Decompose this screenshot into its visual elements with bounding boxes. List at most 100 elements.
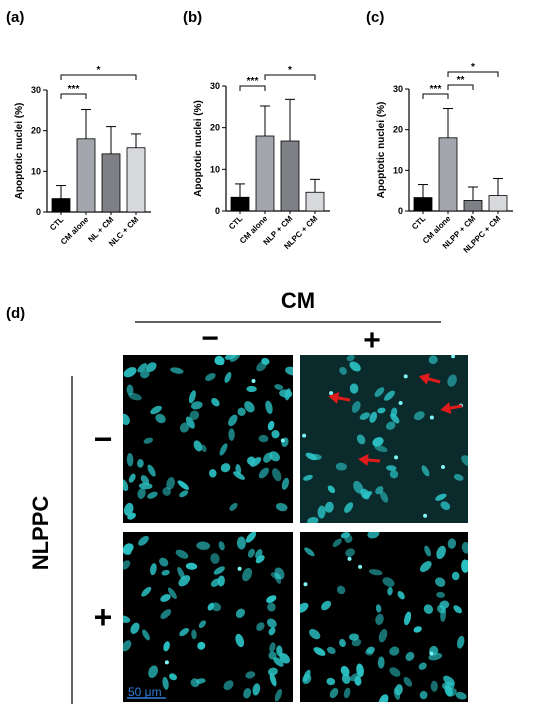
nucleus [189, 410, 200, 420]
nucleus [190, 401, 203, 410]
y-axis-title: Apoptotic nuclei (%) [14, 103, 25, 200]
bar [488, 195, 508, 212]
nucleus [307, 517, 319, 523]
nucleus [267, 602, 276, 612]
nucleus [185, 416, 195, 429]
nucleus [228, 414, 238, 427]
nucleus [268, 651, 277, 660]
nucleus [217, 575, 225, 587]
nucleus [160, 594, 171, 602]
nucleus [179, 422, 190, 433]
nucleus [245, 532, 257, 543]
nucleus [235, 633, 245, 648]
column-factor-label: CM [281, 288, 315, 313]
nucleus [150, 563, 157, 576]
nucleus [245, 671, 256, 679]
category-label: CTL [227, 214, 244, 231]
nucleus [279, 389, 293, 398]
nucleus [143, 437, 154, 444]
nucleus [343, 687, 351, 699]
nucleus [256, 622, 265, 631]
nucleus [255, 555, 265, 564]
y-tick-label: 0 [36, 207, 41, 217]
significance-bracket [264, 74, 316, 80]
nucleus [159, 557, 169, 567]
nucleus [211, 397, 220, 407]
nucleus [247, 548, 255, 558]
nucleus [224, 372, 232, 383]
nucleus [447, 538, 457, 549]
arrow-icon [418, 373, 441, 385]
significance-bracket [447, 71, 499, 77]
bar [51, 198, 71, 213]
nucleus [235, 608, 245, 618]
nucleus [300, 602, 309, 613]
nucleus [324, 501, 334, 513]
condensed-nucleus [237, 566, 242, 571]
nucleus [453, 605, 463, 614]
nucleus [378, 629, 388, 643]
significance-bracket [422, 93, 449, 99]
nucleus [233, 471, 245, 480]
nucleus [272, 468, 282, 482]
condensed-nucleus [251, 379, 256, 383]
nucleus [214, 355, 224, 365]
nucleus [374, 387, 385, 397]
nucleus [265, 400, 273, 414]
nucleus [451, 571, 460, 581]
category-label: CTL [48, 215, 65, 232]
nucleus [205, 373, 216, 381]
nucleus [419, 690, 428, 700]
nucleus [269, 672, 277, 687]
nucleus [313, 647, 326, 656]
significance-label: * [288, 65, 292, 76]
nucleus [279, 653, 290, 664]
nucleus [191, 629, 197, 640]
nucleus [123, 367, 137, 378]
nucleus [437, 604, 446, 614]
nucleus [321, 600, 332, 611]
nucleus [447, 374, 457, 387]
nucleus [387, 586, 393, 596]
panel-label-a: (a) [6, 9, 24, 26]
nucleus [341, 673, 351, 684]
nucleus [141, 586, 152, 597]
nucleus [274, 688, 282, 702]
nucleus [389, 646, 400, 656]
nucleus [349, 633, 359, 641]
condensed-nucleus [441, 465, 445, 469]
nucleus [210, 578, 221, 587]
nucleus [273, 657, 284, 667]
nucleus [138, 482, 153, 490]
nucleus [258, 467, 269, 479]
row-level-minus: − [94, 421, 113, 457]
nuclei-cm [302, 355, 468, 523]
nucleus [382, 577, 395, 587]
nucleus [268, 627, 276, 636]
nucleus [329, 688, 339, 699]
nucleus [128, 473, 136, 483]
nucleus [375, 613, 384, 626]
bar [305, 191, 325, 212]
nucleus [162, 676, 169, 690]
nucleus [123, 502, 134, 516]
y-tick-label: 10 [31, 166, 41, 176]
panel-label-c: (c) [366, 9, 384, 26]
nucleus [236, 536, 246, 550]
nucleus [271, 430, 280, 439]
nucleus [266, 618, 277, 628]
condensed-nucleus [303, 582, 308, 587]
nucleus [393, 687, 401, 700]
significance-bracket [60, 93, 87, 99]
nucleus [344, 502, 354, 513]
nucleus [461, 541, 468, 554]
significance-label: *** [247, 76, 259, 87]
nucleus [140, 369, 150, 379]
y-tick-label: 10 [393, 165, 403, 175]
nucleus [267, 420, 275, 431]
nucleus [384, 390, 395, 401]
nucleus [386, 465, 397, 471]
nucleus [424, 545, 431, 557]
